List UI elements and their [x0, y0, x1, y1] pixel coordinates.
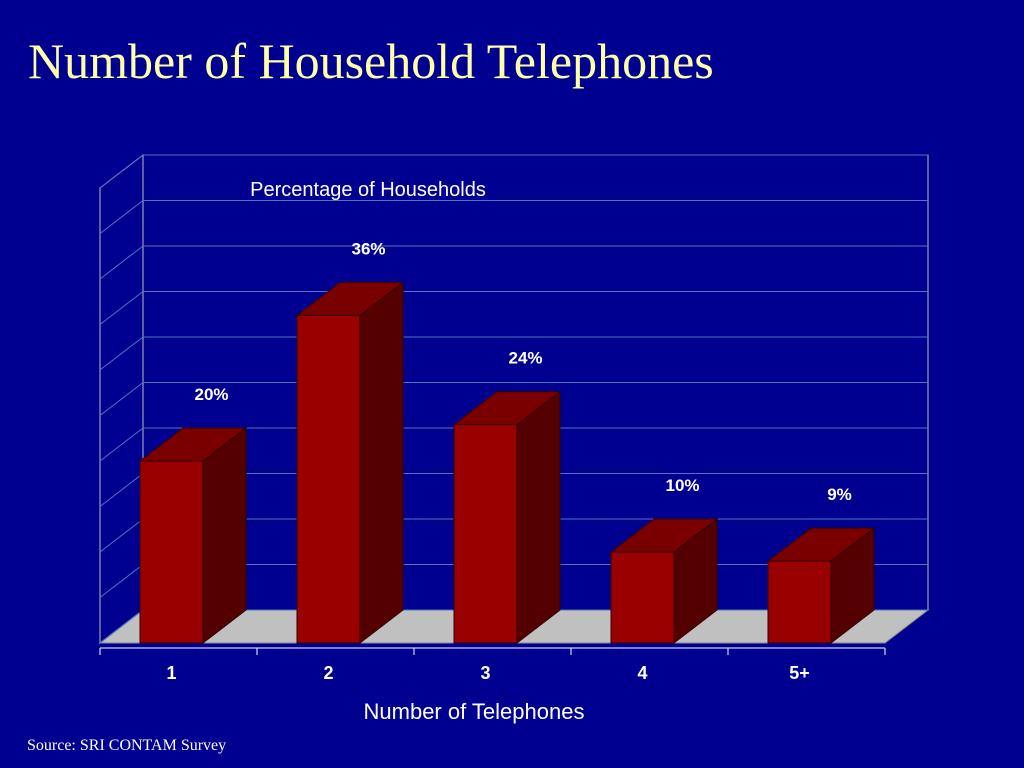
grid-line [99, 200, 144, 234]
grid-line [99, 245, 144, 280]
slide-title: Number of Household Telephones [28, 33, 714, 89]
bar [453, 424, 518, 644]
x-tick-label: 2 [323, 663, 333, 683]
grid-line [99, 382, 144, 416]
grid-line [99, 336, 144, 371]
grid-line [99, 518, 144, 553]
bar-side [516, 390, 561, 645]
x-tick-label: 1 [166, 663, 176, 683]
x-tick-label: 5+ [789, 663, 810, 683]
x-tick-label: 4 [637, 663, 647, 683]
data-label: 9% [827, 485, 852, 504]
data-label: 36% [351, 239, 385, 258]
bar-side [202, 426, 247, 645]
data-label: 10% [665, 476, 699, 495]
grid-line [99, 154, 144, 189]
grid-line [99, 609, 144, 644]
source-note: Source: SRI CONTAM Survey [27, 737, 226, 754]
y-axis-label: Percentage of Households [250, 179, 486, 201]
bar [767, 560, 832, 644]
data-label: 20% [194, 385, 228, 404]
grid-line [99, 291, 144, 325]
x-tick-label: 3 [480, 663, 490, 683]
bar-side [359, 281, 404, 645]
bar [139, 460, 204, 644]
data-label: 24% [508, 349, 542, 368]
grid-line [99, 564, 144, 598]
grid-line [99, 427, 144, 462]
bar [610, 551, 675, 644]
grid-line [99, 473, 144, 507]
x-axis-label: Number of Telephones [364, 699, 585, 724]
bar [296, 314, 361, 644]
